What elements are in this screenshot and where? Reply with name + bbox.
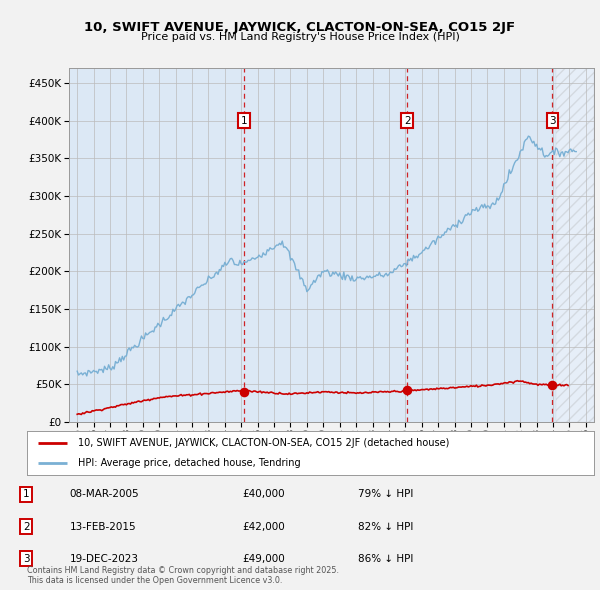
Text: £49,000: £49,000 xyxy=(242,553,285,563)
Point xyxy=(239,387,249,396)
Text: £40,000: £40,000 xyxy=(242,490,285,500)
Text: 3: 3 xyxy=(549,116,556,126)
Bar xyxy=(244,68,553,422)
Point xyxy=(548,380,557,389)
Text: 19-DEC-2023: 19-DEC-2023 xyxy=(70,553,139,563)
Point xyxy=(403,385,412,395)
Text: HPI: Average price, detached house, Tendring: HPI: Average price, detached house, Tend… xyxy=(78,458,301,468)
Text: 79% ↓ HPI: 79% ↓ HPI xyxy=(358,490,413,500)
Text: 86% ↓ HPI: 86% ↓ HPI xyxy=(358,553,413,563)
Text: 2: 2 xyxy=(23,522,30,532)
Text: Contains HM Land Registry data © Crown copyright and database right 2025.
This d: Contains HM Land Registry data © Crown c… xyxy=(27,566,339,585)
Text: 1: 1 xyxy=(241,116,248,126)
Text: 10, SWIFT AVENUE, JAYWICK, CLACTON-ON-SEA, CO15 2JF: 10, SWIFT AVENUE, JAYWICK, CLACTON-ON-SE… xyxy=(85,21,515,34)
Text: Price paid vs. HM Land Registry's House Price Index (HPI): Price paid vs. HM Land Registry's House … xyxy=(140,32,460,42)
Text: 08-MAR-2005: 08-MAR-2005 xyxy=(70,490,139,500)
Bar xyxy=(556,68,594,422)
Text: £42,000: £42,000 xyxy=(242,522,285,532)
Text: 10, SWIFT AVENUE, JAYWICK, CLACTON-ON-SEA, CO15 2JF (detached house): 10, SWIFT AVENUE, JAYWICK, CLACTON-ON-SE… xyxy=(78,438,449,448)
Text: 2: 2 xyxy=(404,116,410,126)
Text: 82% ↓ HPI: 82% ↓ HPI xyxy=(358,522,413,532)
Text: 3: 3 xyxy=(23,553,30,563)
Text: 13-FEB-2015: 13-FEB-2015 xyxy=(70,522,136,532)
Text: 1: 1 xyxy=(23,490,30,500)
